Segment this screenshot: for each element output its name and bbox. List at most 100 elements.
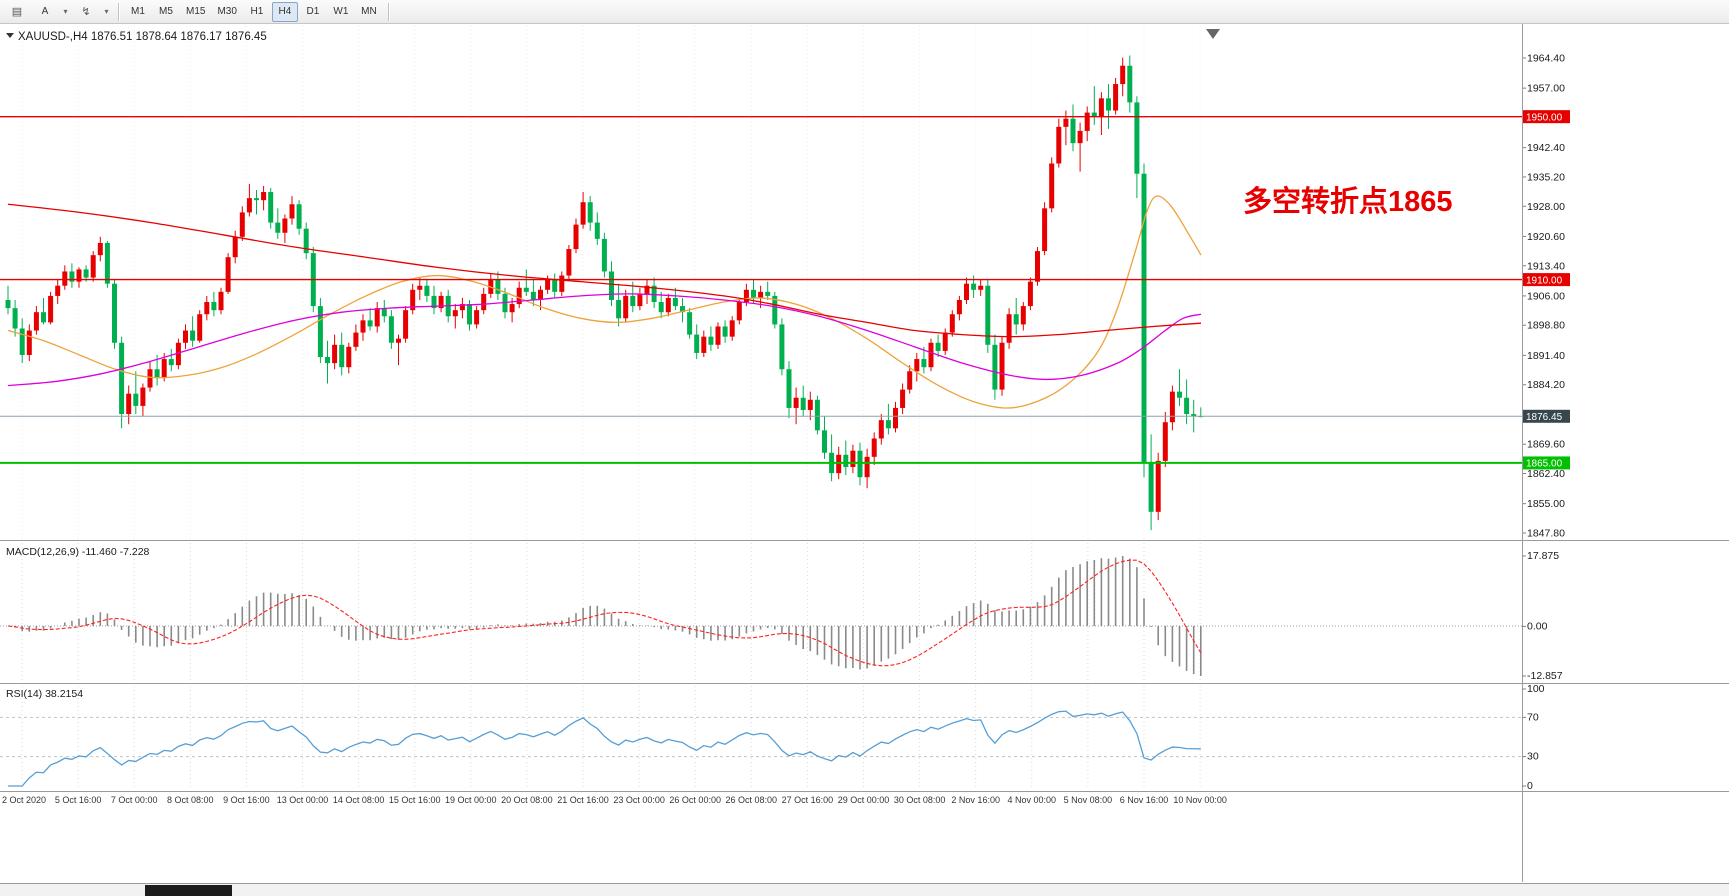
time-axis-label: 21 Oct 16:00 <box>557 795 609 805</box>
price-axis-label: 1942.40 <box>1527 142 1565 154</box>
candle <box>1006 308 1012 349</box>
candle <box>623 289 629 323</box>
candle <box>90 251 96 282</box>
toolbar-separator <box>387 2 389 21</box>
candle <box>1113 77 1119 115</box>
rsi-axis-label: 100 <box>1527 683 1545 695</box>
time-axis-label: 5 Oct 16:00 <box>55 795 102 805</box>
timeframe-m1-button[interactable]: M1 <box>131 6 145 17</box>
time-axis-label: 4 Nov 00:00 <box>1008 795 1057 805</box>
chart-shift-marker[interactable] <box>1206 29 1220 39</box>
candle <box>104 240 110 288</box>
candle <box>1056 118 1062 168</box>
svg-text:1865.00: 1865.00 <box>1526 459 1563 470</box>
candle <box>1084 106 1090 142</box>
time-axis-label: 5 Nov 08:00 <box>1064 795 1113 805</box>
ma-line-slow-red <box>7 203 1202 338</box>
candle <box>119 336 125 429</box>
candle <box>751 279 756 305</box>
price-axis-label: 1957.00 <box>1527 83 1565 95</box>
candle <box>715 322 721 349</box>
candle <box>26 324 32 362</box>
candle <box>964 277 969 305</box>
h-scrollbar-thumb[interactable] <box>145 885 232 896</box>
candle <box>197 310 203 343</box>
candle <box>999 336 1005 396</box>
text-tool-button[interactable]: A <box>41 6 49 17</box>
candle <box>921 346 927 374</box>
timeframe-w1-button[interactable]: W1 <box>333 6 349 17</box>
line-tool-dropdown-button[interactable]: ▾ <box>104 7 109 16</box>
candle <box>303 222 309 260</box>
candle <box>680 297 685 323</box>
candle <box>459 297 465 319</box>
candle <box>232 230 238 264</box>
candle <box>672 287 678 311</box>
candle <box>396 334 401 366</box>
candle <box>985 279 991 353</box>
candle <box>516 281 522 309</box>
chart-list-button[interactable]: ▤ <box>11 6 23 18</box>
text-tool-dropdown-button[interactable]: ▾ <box>63 7 68 16</box>
timeframe-d1-button[interactable]: D1 <box>306 6 320 17</box>
candle <box>871 432 877 465</box>
candle <box>48 291 54 325</box>
timeframe-m30-button[interactable]: M30 <box>217 6 237 17</box>
timeframe-h1-button[interactable]: H1 <box>250 6 264 17</box>
svg-text:1950.00: 1950.00 <box>1526 112 1563 123</box>
price-axis-label: 1928.00 <box>1527 201 1565 213</box>
candle <box>814 395 820 435</box>
candle <box>452 304 458 329</box>
candle <box>1169 385 1175 431</box>
candle <box>374 302 380 333</box>
macd-signal-line <box>7 559 1202 667</box>
candle <box>424 279 430 303</box>
candle <box>900 383 906 415</box>
chart-title: XAUUSD-,H4 1876.51 1878.64 1876.17 1876.… <box>18 31 267 43</box>
candle <box>949 310 955 337</box>
price-axis: 1964.40 1957.00 1942.40 1935.20 1928.00 1920.… <box>1522 53 1565 540</box>
candle <box>956 295 962 321</box>
candle <box>665 293 671 317</box>
candle <box>204 295 210 321</box>
candle <box>630 281 636 313</box>
candle <box>218 287 224 315</box>
candle <box>332 334 338 370</box>
current-price-badge: 1876.45 <box>1523 409 1570 423</box>
candle <box>1148 434 1154 531</box>
time-axis-label: 23 Oct 00:00 <box>613 795 665 805</box>
candle <box>928 338 934 372</box>
quick-trade-toggle-icon[interactable] <box>6 33 14 38</box>
candle <box>601 232 607 278</box>
candle <box>325 340 330 384</box>
candle <box>694 324 700 360</box>
price-axis-label: 1964.40 <box>1527 53 1565 65</box>
candle <box>147 361 153 392</box>
candle <box>112 279 117 349</box>
time-axis-label: 7 Oct 00:00 <box>111 795 158 805</box>
timeframe-m5-button[interactable]: M5 <box>159 6 173 17</box>
candle <box>317 297 323 364</box>
candle <box>878 414 884 445</box>
candle <box>779 318 785 376</box>
candle <box>566 244 572 280</box>
candle <box>1070 104 1076 152</box>
h-scrollbar[interactable] <box>0 883 1729 896</box>
candle <box>530 279 536 307</box>
candle <box>381 299 387 323</box>
timeframe-mn-button[interactable]: MN <box>361 6 377 17</box>
candle <box>261 185 267 211</box>
price-axis-label: 1862.40 <box>1527 468 1565 480</box>
timeframe-h4-button[interactable]: H4 <box>271 1 298 22</box>
candle <box>225 253 231 294</box>
candle <box>1013 297 1019 335</box>
candle <box>417 277 423 300</box>
annotation-text[interactable]: 多空转折点1865 <box>1243 184 1453 218</box>
rsi-line <box>8 710 1201 787</box>
candle <box>246 183 252 217</box>
candle <box>410 283 416 315</box>
candle <box>637 287 643 311</box>
svg-text:1876.45: 1876.45 <box>1526 412 1563 423</box>
timeframe-m15-button[interactable]: M15 <box>186 6 206 17</box>
line-tool-button[interactable]: ↯ <box>81 6 91 18</box>
